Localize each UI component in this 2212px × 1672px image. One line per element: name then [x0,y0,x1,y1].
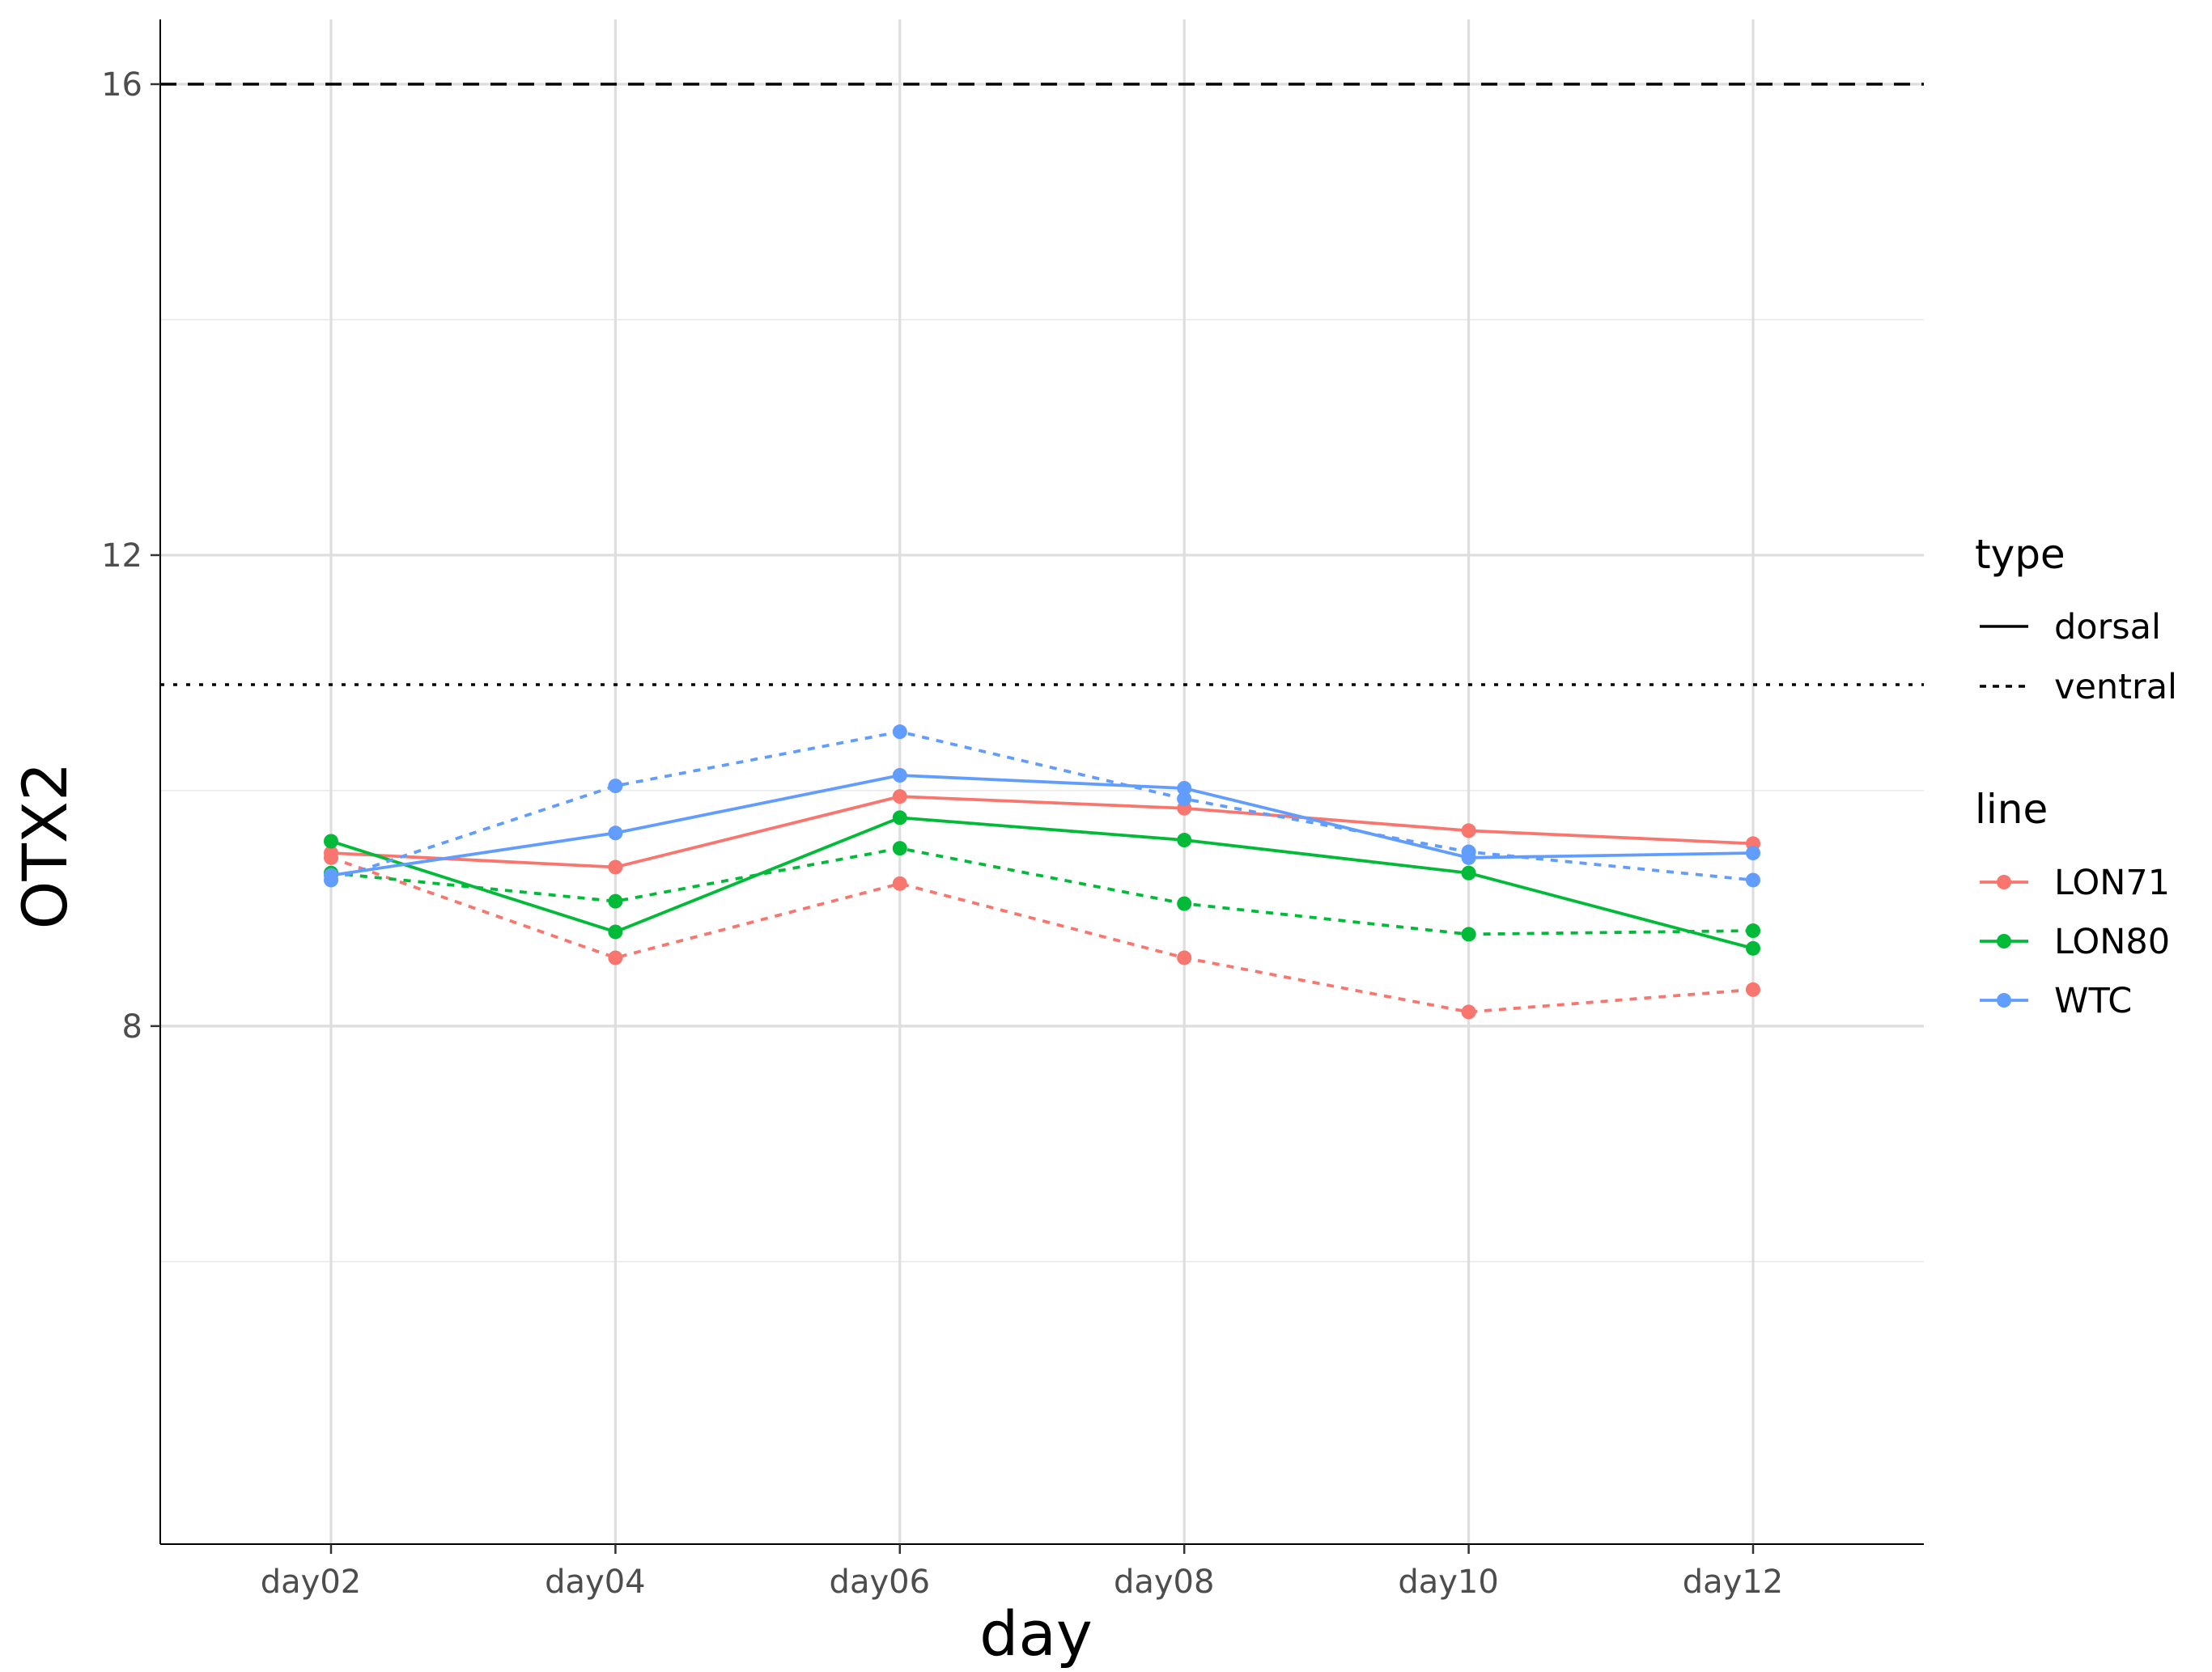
point-lon71-ventral-day08 [1177,950,1192,965]
legend-type: type dorsal ventral [1975,531,2177,707]
legend-line: line LON71 LON80 WTC [1975,786,2170,1021]
point-lon71-dorsal-day06 [892,789,907,804]
point-wtc-ventral-day08 [1177,791,1192,807]
legend-type-title: type [1975,531,2066,578]
series-line-wtc-dorsal [330,774,1754,877]
legend-ventral-label: ventral [2054,667,2177,707]
legend-line-title: line [1975,786,2048,833]
series-line-lon71-ventral [330,856,1754,1014]
x-tick-label-day12: day12 [1683,1564,1783,1601]
y-tick-label-1: 12 [101,537,142,575]
legend-wtc-label: WTC [2054,981,2132,1021]
x-tick-label-day06: day06 [830,1564,930,1601]
series-line-lon80-dorsal [330,816,1754,950]
x-tick-label-day08: day08 [1114,1564,1214,1601]
legend-lon80-label: LON80 [2054,922,2170,962]
point-lon80-dorsal-day10 [1461,865,1476,881]
point-wtc-dorsal-day04 [608,825,623,841]
point-wtc-ventral-day10 [1461,844,1476,859]
point-wtc-dorsal-day12 [1746,846,1760,861]
point-lon71-dorsal-day04 [608,859,623,875]
legend-lon80-key-point [1997,934,2011,948]
x-tick-label-day02: day02 [261,1564,361,1601]
legend-wtc-key-point [1997,993,2011,1008]
point-lon71-dorsal-day10 [1461,823,1476,838]
point-wtc-ventral-day12 [1746,872,1760,888]
point-lon80-dorsal-day04 [608,924,623,940]
ticks: 8 12 16 day02 day04 day06 day08 day10 day12 [101,66,1783,1601]
point-wtc-ventral-day04 [608,779,623,794]
point-wtc-dorsal-day08 [1177,781,1192,796]
point-lon80-ventral-day04 [608,893,623,909]
x-axis-title: day [979,1598,1093,1670]
point-lon80-dorsal-day02 [324,834,338,849]
point-lon71-ventral-day04 [608,950,623,965]
axes [159,19,1924,1545]
point-lon80-ventral-day06 [892,841,907,856]
point-lon71-ventral-day10 [1461,1004,1476,1020]
series-group [324,724,1760,1020]
point-lon71-ventral-day12 [1746,982,1760,997]
y-tick-label-0: 8 [122,1008,142,1046]
point-lon71-ventral-day02 [324,850,338,865]
legend-lon71-key-point [1997,875,2011,889]
point-lon80-dorsal-day06 [892,810,907,825]
point-lon80-dorsal-day08 [1177,833,1192,848]
y-axis-title: OTX2 [9,762,81,930]
x-tick-label-day10: day10 [1398,1564,1498,1601]
series-line-wtc-ventral [330,730,1754,882]
reference-lines [160,83,1924,686]
point-lon71-ventral-day06 [892,876,907,891]
series-line-lon80-ventral [330,847,1754,936]
point-lon80-ventral-day08 [1177,896,1192,911]
legend-lon71-label: LON71 [2054,863,2170,903]
point-wtc-ventral-day02 [324,872,338,888]
point-lon80-ventral-day12 [1746,923,1760,939]
point-lon80-ventral-day10 [1461,927,1476,942]
series-line-lon71-dorsal [330,795,1754,869]
legend-dorsal-label: dorsal [2054,607,2161,647]
x-tick-label-day04: day04 [545,1564,645,1601]
point-wtc-ventral-day06 [892,724,907,740]
point-wtc-dorsal-day06 [892,767,907,783]
point-lon80-dorsal-day12 [1746,940,1760,956]
y-tick-label-2: 16 [101,66,142,104]
